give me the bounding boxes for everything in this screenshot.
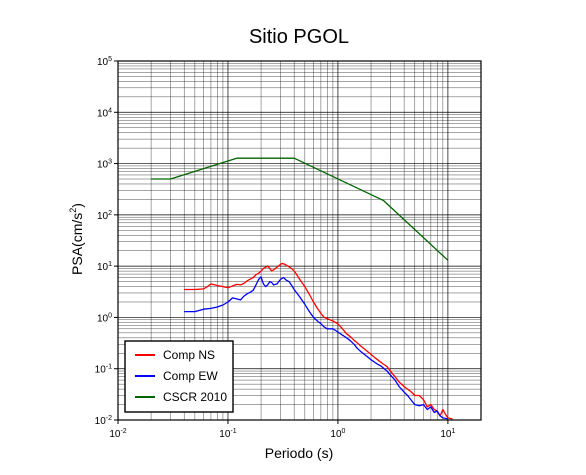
y-tick-exp: 0 — [108, 312, 112, 319]
y-tick-label: 10-2 — [95, 415, 112, 427]
y-tick-exp: -1 — [106, 364, 112, 371]
legend: Comp NS Comp EW CSCR 2010 — [124, 340, 234, 413]
series-line-comp-ew — [184, 276, 449, 420]
grid-lines — [117, 60, 482, 421]
series-line-comp-ns — [184, 262, 453, 420]
y-tick-base: 10 — [97, 211, 109, 222]
y-tick-label: 10-1 — [95, 364, 112, 376]
x-tick-exp: -2 — [120, 428, 126, 435]
x-tick-base: 10 — [330, 429, 342, 440]
x-tick-exp: -1 — [230, 428, 236, 435]
x-tick-base: 10 — [219, 429, 231, 440]
y-tick-label: 105 — [97, 56, 112, 68]
y-tick-base: 10 — [97, 57, 109, 68]
y-axis-label-exp: 2 — [68, 208, 78, 213]
y-tick-base: 10 — [95, 416, 107, 427]
x-tick-label: 100 — [330, 428, 345, 440]
y-tick-exp: 3 — [108, 159, 112, 166]
y-tick-label: 101 — [97, 261, 112, 273]
y-tick-label: 100 — [97, 312, 112, 324]
y-axis-label-base: PSA(cm/s — [69, 213, 85, 275]
y-tick-label: 103 — [97, 159, 112, 171]
y-tick-exp: 1 — [108, 261, 112, 268]
x-tick-label: 10-2 — [109, 428, 126, 440]
y-tick-base: 10 — [95, 365, 107, 376]
series-line-cscr-2010 — [151, 157, 449, 261]
plot-frame — [117, 60, 482, 421]
y-tick-label: 104 — [97, 107, 112, 119]
legend-label: CSCR 2010 — [163, 390, 227, 404]
y-axis-label-close: ) — [69, 203, 85, 208]
chart-title: Sitio PGOL — [249, 26, 349, 48]
x-tick-exp: 0 — [342, 428, 346, 435]
x-tick-base: 10 — [440, 429, 452, 440]
y-tick-exp: 4 — [108, 107, 112, 114]
y-axis-label: PSA(cm/s2) — [68, 203, 85, 275]
series-layer — [151, 157, 453, 420]
y-tick-exp: 2 — [108, 210, 112, 217]
y-tick-base: 10 — [97, 262, 109, 273]
y-tick-base: 10 — [97, 313, 109, 324]
x-tick-label: 10-1 — [219, 428, 236, 440]
y-tick-exp: 5 — [108, 56, 112, 63]
legend-label: Comp NS — [163, 348, 215, 362]
y-tick-base: 10 — [97, 160, 109, 171]
x-tick-label: 101 — [440, 428, 455, 440]
legend-label: Comp EW — [163, 369, 218, 383]
y-tick-exp: -2 — [106, 415, 112, 422]
x-axis-label: Periodo (s) — [265, 445, 333, 461]
x-tick-exp: 1 — [452, 428, 456, 435]
x-tick-base: 10 — [109, 429, 121, 440]
y-tick-label: 102 — [97, 210, 112, 222]
y-tick-base: 10 — [97, 108, 109, 119]
